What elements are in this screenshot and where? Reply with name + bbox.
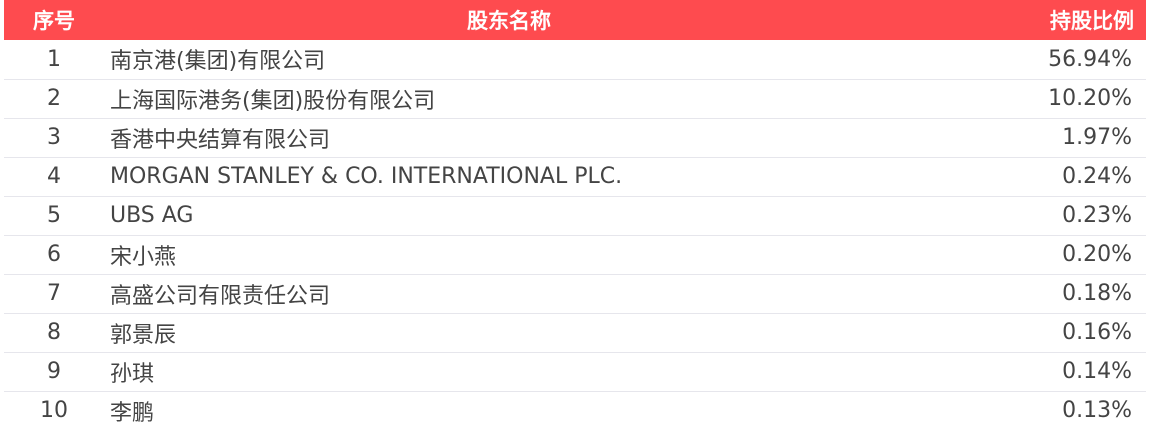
- row-index: 9: [47, 359, 61, 384]
- table-row: 7 高盛公司有限责任公司 0.18%: [4, 274, 1146, 313]
- table-row: 1 南京港(集团)有限公司 56.94%: [4, 40, 1146, 79]
- row-index: 6: [47, 242, 61, 267]
- table-row: 5 UBS AG 0.23%: [4, 196, 1146, 235]
- row-name: 宋小燕: [110, 244, 177, 270]
- table-row: 6 宋小燕 0.20%: [4, 235, 1146, 274]
- row-index: 1: [47, 46, 61, 72]
- row-ratio: 0.18%: [1062, 281, 1132, 306]
- table-row: 8 郭景辰 0.16%: [4, 313, 1146, 352]
- row-ratio: 10.20%: [1048, 86, 1132, 111]
- row-ratio: 0.20%: [1062, 242, 1132, 267]
- row-ratio: 0.13%: [1062, 398, 1132, 424]
- row-index: 8: [47, 320, 61, 345]
- row-ratio: 0.14%: [1062, 359, 1132, 384]
- row-ratio: 1.97%: [1062, 125, 1132, 150]
- row-ratio: 0.24%: [1062, 164, 1132, 189]
- table-row: 4 MORGAN STANLEY & CO. INTERNATIONAL PLC.…: [4, 157, 1146, 196]
- header-ratio: 持股比例: [1050, 9, 1134, 33]
- header-name: 股东名称: [467, 9, 551, 33]
- header-index: 序号: [33, 9, 75, 33]
- row-name: MORGAN STANLEY & CO. INTERNATIONAL PLC.: [110, 164, 623, 189]
- row-index: 4: [47, 164, 61, 189]
- row-name: 香港中央结算有限公司: [110, 127, 331, 153]
- row-name: 高盛公司有限责任公司: [110, 283, 331, 309]
- table-header: 序号 股东名称 持股比例: [4, 0, 1146, 40]
- row-index: 10: [40, 398, 68, 424]
- row-index: 7: [47, 281, 61, 306]
- row-index: 3: [47, 125, 61, 150]
- row-name: 郭景辰: [110, 322, 177, 348]
- table-row: 9 孙琪 0.14%: [4, 352, 1146, 391]
- row-name: 上海国际港务(集团)股份有限公司: [110, 88, 436, 114]
- row-ratio: 56.94%: [1048, 46, 1132, 72]
- row-name: 孙琪: [110, 361, 155, 387]
- row-name: 南京港(集团)有限公司: [110, 49, 326, 75]
- row-name: UBS AG: [110, 203, 194, 228]
- row-ratio: 0.23%: [1062, 203, 1132, 228]
- table-row: 2 上海国际港务(集团)股份有限公司 10.20%: [4, 79, 1146, 118]
- row-index: 2: [47, 86, 61, 111]
- table-row: 3 香港中央结算有限公司 1.97%: [4, 118, 1146, 157]
- row-index: 5: [47, 203, 61, 228]
- table-row: 10 李鹏 0.13%: [4, 391, 1146, 430]
- row-ratio: 0.16%: [1062, 320, 1132, 345]
- row-name: 李鹏: [110, 400, 155, 426]
- shareholder-table: 序号 股东名称 持股比例 1 南京港(集团)有限公司 56.94% 2 上海国际港务(集…: [4, 0, 1146, 430]
